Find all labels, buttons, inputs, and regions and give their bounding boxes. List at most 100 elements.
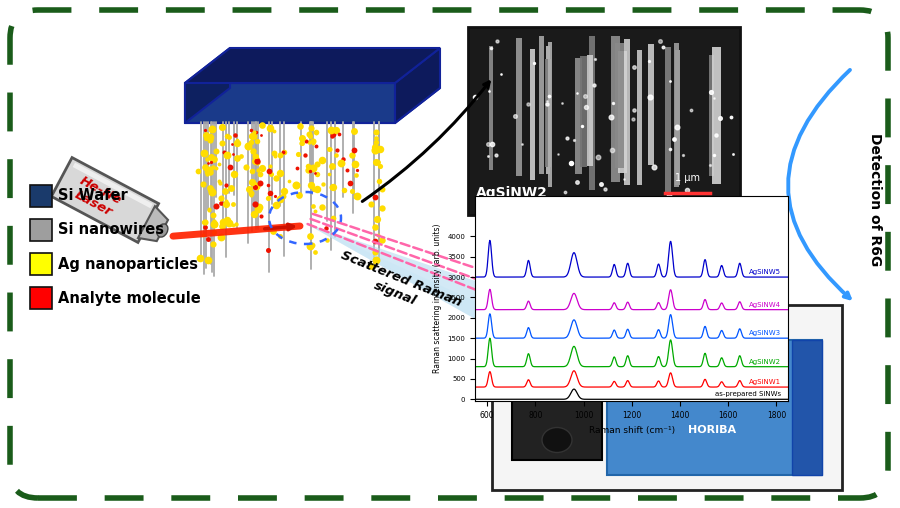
Polygon shape: [51, 157, 158, 242]
Bar: [30, 287, 52, 309]
Polygon shape: [185, 83, 395, 123]
AgSiNW4: [783, 307, 794, 313]
Bar: [545, 46, 550, 174]
Bar: [589, 37, 595, 189]
Bar: [575, 57, 582, 174]
Text: AgSiNW3: AgSiNW3: [749, 330, 781, 336]
Polygon shape: [305, 223, 555, 333]
AgSiNW4: [612, 305, 623, 311]
Bar: [539, 37, 544, 174]
Text: Si nanowires: Si nanowires: [58, 223, 164, 238]
Bar: [587, 55, 593, 166]
Bar: [665, 47, 671, 193]
AgSiNW3: [551, 335, 562, 341]
Text: AgSiNW5: AgSiNW5: [749, 269, 781, 275]
AgSiNW1: [470, 384, 481, 390]
AgSiNW5: [706, 274, 717, 280]
Text: HORIBA: HORIBA: [688, 425, 736, 435]
as-prepared SiNWs: [655, 396, 666, 402]
Text: AgSiNW2: AgSiNW2: [476, 186, 548, 200]
Ellipse shape: [157, 224, 168, 237]
Bar: [545, 59, 551, 167]
as-prepared SiNWs: [706, 396, 717, 402]
Polygon shape: [73, 163, 153, 208]
Polygon shape: [305, 223, 555, 333]
AgSiNW3: [612, 334, 623, 340]
Text: Scattered Raman
signal: Scattered Raman signal: [333, 249, 464, 323]
AgSiNW5: [783, 274, 794, 280]
AgSiNW2: [526, 360, 536, 366]
Text: AgSiNW2: AgSiNW2: [749, 359, 781, 365]
Bar: [674, 43, 679, 187]
Text: AgSiNW1: AgSiNW1: [749, 379, 781, 385]
Line: AgSiNW2: AgSiNW2: [475, 338, 788, 367]
Bar: [611, 36, 620, 182]
Text: 1 μm: 1 μm: [675, 173, 700, 183]
AgSiNW1: [706, 384, 717, 390]
Line: AgSiNW4: AgSiNW4: [475, 289, 788, 310]
AgSiNW2: [551, 364, 562, 370]
Text: as-prepared SiNWs: as-prepared SiNWs: [715, 391, 781, 397]
AgSiNW2: [706, 364, 717, 370]
as-prepared SiNWs: [690, 396, 701, 402]
Bar: [492, 305, 842, 490]
AgSiNW5: [526, 269, 536, 275]
Bar: [712, 47, 721, 184]
AgSiNW5: [551, 274, 562, 280]
X-axis label: Raman shift (cm⁻¹): Raman shift (cm⁻¹): [589, 426, 675, 435]
AgSiNW3: [783, 335, 794, 341]
Text: Detection of R6G: Detection of R6G: [868, 134, 882, 267]
AgSiNW1: [655, 380, 666, 387]
Bar: [618, 51, 627, 173]
AgSiNW5: [612, 272, 623, 278]
Bar: [30, 185, 52, 207]
Bar: [30, 219, 52, 241]
Bar: [580, 56, 587, 167]
AgSiNW1: [569, 368, 580, 374]
AgSiNW3: [484, 311, 495, 317]
Text: Si Wafer: Si Wafer: [58, 188, 128, 204]
Bar: [648, 44, 654, 165]
Y-axis label: Raman scattering intensity (arb. units): Raman scattering intensity (arb. units): [433, 224, 442, 373]
Bar: [709, 55, 714, 176]
AgSiNW2: [783, 364, 794, 370]
as-prepared SiNWs: [470, 396, 481, 402]
as-prepared SiNWs: [612, 396, 623, 402]
Text: He-Ne
Laser: He-Ne Laser: [70, 174, 124, 220]
Bar: [616, 44, 624, 168]
AgSiNW2: [655, 358, 666, 364]
Bar: [792, 340, 822, 475]
AgSiNW4: [526, 304, 536, 310]
AgSiNW4: [470, 307, 481, 313]
AgSiNW5: [484, 237, 495, 243]
Bar: [544, 345, 570, 365]
AgSiNW5: [470, 274, 481, 280]
AgSiNW1: [783, 384, 794, 390]
AgSiNW3: [706, 335, 717, 341]
Bar: [30, 253, 52, 275]
AgSiNW1: [612, 383, 623, 389]
Line: as-prepared SiNWs: as-prepared SiNWs: [475, 389, 788, 399]
AgSiNW2: [484, 335, 495, 341]
AgSiNW3: [526, 332, 536, 338]
Line: AgSiNW3: AgSiNW3: [475, 314, 788, 338]
as-prepared SiNWs: [550, 396, 561, 402]
Polygon shape: [138, 206, 168, 241]
Polygon shape: [185, 48, 230, 123]
Line: AgSiNW5: AgSiNW5: [475, 240, 788, 277]
Bar: [675, 50, 680, 185]
as-prepared SiNWs: [526, 396, 536, 402]
Line: AgSiNW1: AgSiNW1: [475, 371, 788, 387]
Bar: [489, 46, 493, 170]
AgSiNW3: [470, 335, 481, 341]
AgSiNW4: [655, 302, 666, 308]
AgSiNW5: [655, 266, 666, 272]
AgSiNW1: [550, 384, 561, 390]
AgSiNW3: [680, 335, 690, 341]
Polygon shape: [395, 48, 440, 123]
Polygon shape: [185, 88, 440, 123]
Text: Ag nanoparticles: Ag nanoparticles: [58, 257, 198, 271]
Text: Analyte molecule: Analyte molecule: [58, 291, 201, 305]
AgSiNW2: [680, 364, 690, 370]
as-prepared SiNWs: [783, 396, 794, 402]
